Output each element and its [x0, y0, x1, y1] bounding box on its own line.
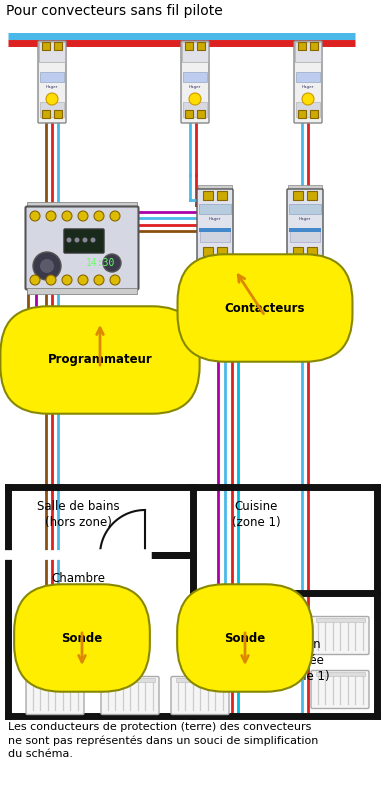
Bar — [197, 42, 205, 50]
FancyBboxPatch shape — [311, 616, 369, 654]
Text: 14:30: 14:30 — [86, 258, 115, 268]
Circle shape — [46, 211, 56, 221]
Bar — [39, 42, 65, 62]
Circle shape — [46, 93, 58, 105]
Text: Les conducteurs de protection (terre) des convecteurs
ne sont pas représentés da: Les conducteurs de protection (terre) de… — [8, 722, 318, 759]
Text: Programmateur: Programmateur — [48, 353, 152, 366]
Circle shape — [40, 259, 54, 273]
Text: Chambre
(zone 2): Chambre (zone 2) — [51, 572, 105, 601]
Bar — [200, 228, 230, 242]
Circle shape — [103, 254, 121, 272]
Circle shape — [82, 237, 87, 243]
Text: Hager: Hager — [299, 217, 311, 221]
Bar — [310, 110, 318, 118]
Bar — [183, 72, 207, 82]
Circle shape — [110, 211, 120, 221]
Circle shape — [94, 275, 104, 285]
Bar — [30, 678, 79, 682]
Bar — [105, 678, 154, 682]
FancyBboxPatch shape — [25, 206, 139, 290]
Circle shape — [33, 252, 61, 280]
Bar — [293, 191, 303, 200]
Text: Hager: Hager — [189, 85, 201, 89]
Circle shape — [30, 275, 40, 285]
Bar — [54, 42, 62, 50]
Text: Hager: Hager — [46, 85, 58, 89]
Bar — [298, 42, 306, 50]
Circle shape — [75, 237, 79, 243]
Bar — [185, 110, 193, 118]
Circle shape — [189, 93, 201, 105]
Bar — [27, 202, 137, 208]
Bar — [310, 42, 318, 50]
Bar — [54, 110, 62, 118]
Bar — [40, 72, 64, 82]
FancyBboxPatch shape — [311, 670, 369, 708]
Bar — [290, 228, 320, 242]
Bar — [176, 678, 224, 682]
Circle shape — [90, 237, 95, 243]
FancyBboxPatch shape — [101, 677, 159, 715]
Bar — [289, 204, 321, 214]
Bar — [197, 110, 205, 118]
Bar — [293, 247, 303, 256]
Circle shape — [30, 211, 40, 221]
Bar — [203, 191, 213, 200]
Circle shape — [46, 275, 56, 285]
Bar — [217, 191, 227, 200]
FancyBboxPatch shape — [197, 189, 233, 261]
Text: Salon
Entrée
(zone 1): Salon Entrée (zone 1) — [281, 638, 329, 683]
Bar — [288, 260, 322, 265]
FancyBboxPatch shape — [26, 677, 84, 715]
Text: Hager: Hager — [209, 217, 221, 221]
Bar — [288, 185, 322, 190]
Bar — [198, 260, 232, 265]
Bar — [315, 672, 365, 676]
Bar — [198, 185, 232, 190]
Circle shape — [302, 93, 314, 105]
Bar — [199, 204, 231, 214]
Bar — [199, 228, 231, 232]
Bar — [40, 102, 64, 117]
Bar — [315, 618, 365, 622]
Bar — [185, 42, 193, 50]
FancyBboxPatch shape — [181, 41, 209, 123]
Bar — [296, 102, 320, 117]
Bar — [203, 247, 213, 256]
Text: Contacteurs: Contacteurs — [225, 302, 305, 314]
Text: Sonde: Sonde — [61, 631, 103, 645]
Bar — [307, 191, 317, 200]
Bar — [182, 42, 208, 62]
Bar — [307, 247, 317, 256]
Circle shape — [62, 211, 72, 221]
Text: Pour convecteurs sans fil pilote: Pour convecteurs sans fil pilote — [6, 4, 223, 18]
Bar — [296, 72, 320, 82]
Text: Hager: Hager — [302, 85, 314, 89]
FancyBboxPatch shape — [171, 677, 229, 715]
Bar — [289, 228, 321, 232]
Bar — [42, 110, 50, 118]
Circle shape — [110, 275, 120, 285]
Circle shape — [78, 275, 88, 285]
Bar — [217, 247, 227, 256]
Bar — [42, 42, 50, 50]
FancyBboxPatch shape — [64, 229, 104, 253]
Bar — [295, 42, 321, 62]
Circle shape — [62, 275, 72, 285]
Bar — [27, 288, 137, 294]
Text: Salle de bains
(hors zone): Salle de bains (hors zone) — [37, 500, 119, 529]
FancyBboxPatch shape — [38, 41, 66, 123]
Text: Sonde: Sonde — [224, 631, 266, 645]
Circle shape — [94, 211, 104, 221]
Bar — [298, 110, 306, 118]
FancyBboxPatch shape — [294, 41, 322, 123]
Circle shape — [78, 211, 88, 221]
Circle shape — [67, 237, 72, 243]
FancyBboxPatch shape — [287, 189, 323, 261]
Text: Cuisine
(zone 1): Cuisine (zone 1) — [232, 500, 280, 529]
Bar — [183, 102, 207, 117]
